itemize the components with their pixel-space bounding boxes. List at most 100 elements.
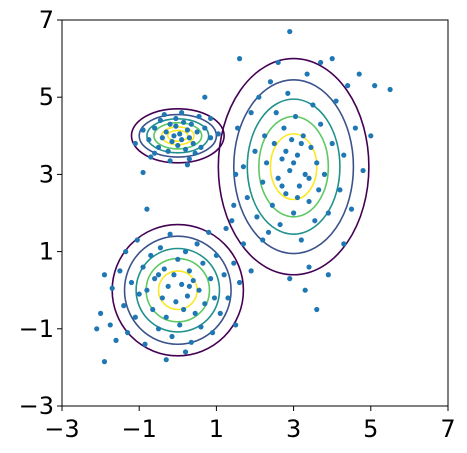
data-point (269, 202, 275, 208)
data-point (171, 272, 177, 278)
data-point (188, 339, 194, 345)
data-point (291, 210, 297, 216)
plot-frame (61, 19, 449, 407)
data-point (140, 127, 146, 133)
data-point (200, 260, 206, 266)
data-point (223, 225, 229, 232)
contour-level-2-2 (232, 79, 355, 255)
data-point (152, 276, 158, 282)
data-point (202, 125, 208, 131)
data-point (337, 187, 343, 193)
data-point (169, 138, 175, 145)
data-point (296, 183, 302, 189)
data-point (194, 129, 200, 135)
density-contours (111, 57, 370, 357)
data-point (155, 272, 162, 278)
data-point (107, 322, 113, 328)
data-point (113, 337, 119, 343)
data-point (341, 152, 347, 158)
data-point (155, 144, 162, 150)
data-point (173, 299, 179, 305)
y-tick-label: 1 (39, 238, 54, 266)
data-point (150, 306, 156, 313)
data-point (161, 266, 167, 272)
data-point (198, 324, 204, 330)
y-axis: −3 −1 1 3 5 7 (19, 6, 62, 420)
data-point (329, 140, 335, 147)
data-point (208, 115, 214, 122)
data-point (157, 245, 164, 251)
data-point (372, 83, 378, 89)
data-point (254, 214, 260, 220)
data-point (125, 330, 131, 336)
data-point (157, 117, 164, 123)
contour-level-1-1 (130, 107, 225, 164)
data-point (225, 295, 231, 301)
data-point (316, 187, 322, 193)
y-tick-label: 7 (39, 6, 54, 34)
data-point (132, 140, 138, 147)
data-point (262, 133, 268, 139)
data-point (109, 285, 115, 291)
contour-level-2-1 (217, 57, 370, 276)
data-point (231, 202, 237, 208)
data-point (179, 137, 185, 143)
data-point (333, 98, 339, 104)
data-point (184, 162, 191, 168)
x-tick-label: −3 (44, 415, 79, 443)
y-tick-label: −3 (19, 392, 54, 420)
data-point (159, 135, 165, 141)
data-point (235, 125, 241, 131)
data-point (202, 94, 208, 100)
scatter-points (94, 28, 393, 365)
data-point (248, 268, 254, 274)
contour-level-2-4 (258, 115, 330, 218)
data-point (123, 249, 129, 255)
data-point (279, 156, 285, 162)
data-point (117, 268, 123, 274)
data-point (291, 160, 297, 166)
x-axis: −3 −1 1 3 5 7 (44, 406, 456, 443)
data-point (244, 194, 250, 201)
data-point (300, 133, 306, 139)
data-point (171, 133, 177, 139)
data-point (302, 287, 308, 293)
data-point (167, 121, 173, 127)
data-point (294, 194, 301, 201)
y-tick-label: 3 (39, 160, 54, 188)
data-point (275, 175, 281, 181)
data-point (163, 314, 169, 320)
data-point (194, 241, 200, 247)
data-point (186, 135, 192, 141)
data-point (184, 127, 191, 133)
data-point (186, 268, 192, 274)
data-point (298, 237, 304, 243)
data-point (182, 146, 189, 152)
data-point (312, 218, 318, 224)
data-point (196, 113, 202, 120)
data-point (260, 237, 266, 243)
data-point (267, 79, 274, 85)
data-point (190, 277, 196, 284)
data-point (260, 179, 266, 185)
data-point (155, 326, 162, 332)
data-point (140, 264, 146, 270)
data-point (101, 359, 108, 365)
data-point (192, 310, 198, 316)
data-point (285, 90, 291, 96)
data-point (256, 94, 262, 100)
data-point (341, 241, 347, 247)
data-point (165, 148, 171, 154)
data-point (273, 110, 279, 116)
data-point (314, 306, 320, 313)
data-point (325, 272, 331, 278)
data-point (167, 158, 173, 164)
data-point (345, 83, 351, 89)
data-point (144, 206, 150, 212)
data-point (352, 125, 358, 131)
data-point (325, 210, 331, 216)
data-point (314, 160, 320, 166)
contour-level-3-2 (123, 235, 232, 346)
data-point (148, 154, 154, 160)
data-point (318, 59, 324, 66)
